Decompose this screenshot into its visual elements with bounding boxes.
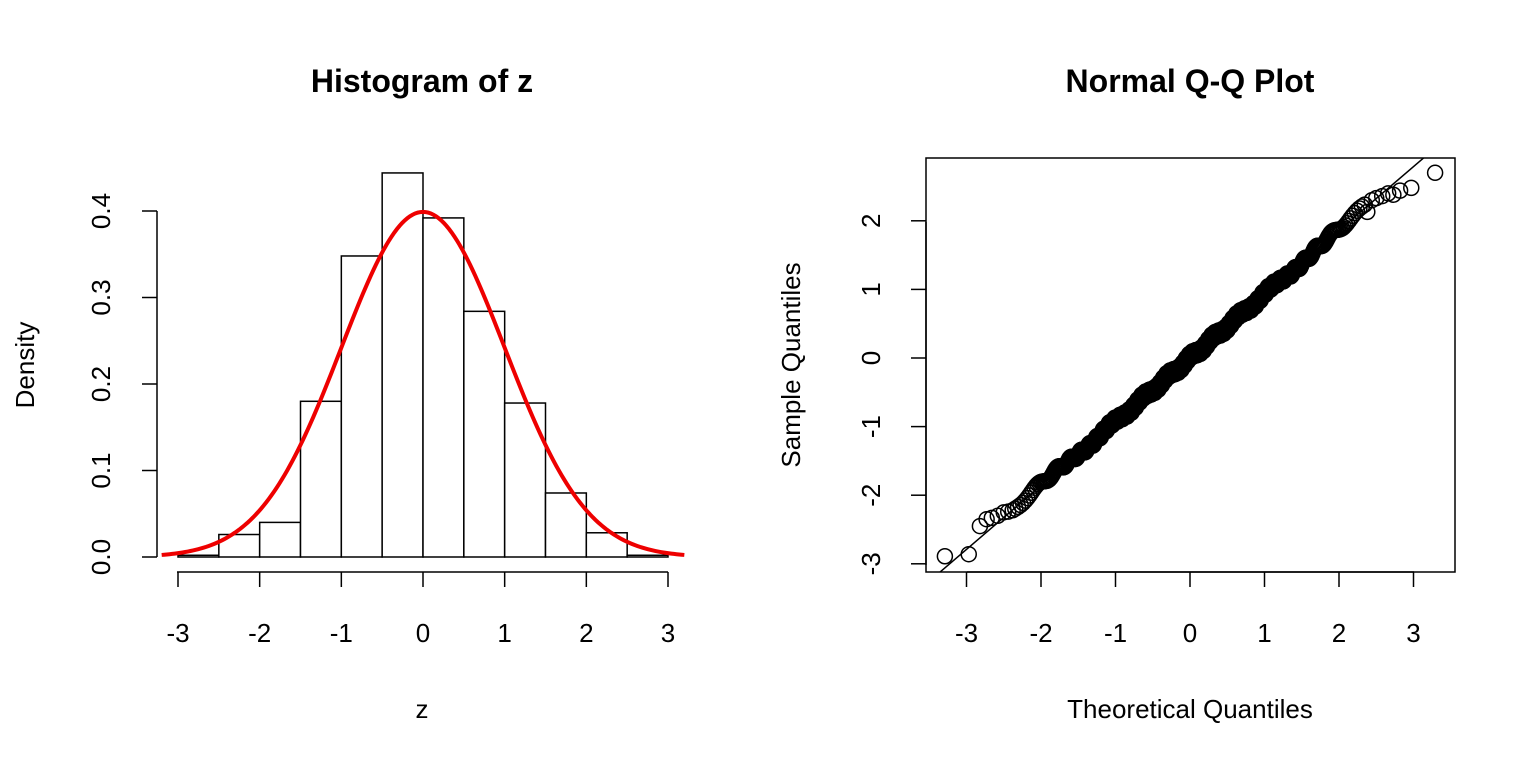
- histogram-bar-2: [258, 521, 302, 558]
- histogram-bars: [177, 172, 669, 558]
- histogram-x-tick-label-0: -3: [166, 618, 189, 648]
- histogram-x-axis-label: z: [416, 694, 429, 724]
- qq-x-tick-label-6: 3: [1406, 618, 1420, 648]
- qq-x-tick-label-0: -3: [955, 618, 978, 648]
- histogram-title: Histogram of z: [311, 63, 533, 99]
- histogram-bar-11: [626, 554, 669, 558]
- histogram-y-tick-label-1: 0.1: [86, 452, 116, 488]
- qq-point-982: [936, 548, 954, 565]
- qq-point-980: [1353, 198, 1371, 215]
- qq-title: Normal Q-Q Plot: [1066, 63, 1315, 99]
- histogram-bar-4: [340, 255, 383, 558]
- qq-y-tick-label-5: 2: [856, 214, 886, 228]
- histogram-x-ticks: -3 -2 -1 0 1 2 3: [166, 572, 675, 648]
- histogram-y-tick-label-4: 0.4: [86, 193, 116, 229]
- qq-x-tick-label-5: 2: [1332, 618, 1346, 648]
- histogram-panel: Histogram of z z Density -3 -2 -1 0 1 2 3 0.00…: [10, 63, 685, 724]
- qq-y-tick-label-3: 0: [856, 351, 886, 365]
- histogram-y-axis-label: Density: [10, 322, 40, 409]
- qq-y-ticks: -3 -2 -1 0 1 2: [856, 214, 926, 575]
- histogram-x-tick-label-4: 1: [497, 618, 511, 648]
- qq-y-tick-label-0: -3: [856, 552, 886, 575]
- qq-point-983: [960, 545, 977, 563]
- qq-x-tick-label-3: 0: [1183, 618, 1197, 648]
- histogram-y-tick-label-2: 0.2: [86, 366, 116, 402]
- histogram-density-curve: [161, 209, 685, 557]
- histogram-x-tick-label-1: -2: [248, 618, 271, 648]
- histogram-bar-0: [177, 554, 220, 558]
- histogram-bar-8: [503, 402, 547, 558]
- histogram-bar-7: [463, 310, 506, 558]
- histogram-y-tick-label-0: 0.0: [86, 539, 116, 575]
- histogram-bar-3: [299, 400, 343, 558]
- qq-point-999: [1426, 164, 1444, 182]
- histogram-x-tick-label-2: -1: [330, 618, 353, 648]
- histogram-y-tick-label-3: 0.3: [86, 279, 116, 315]
- qq-y-tick-label-1: -2: [856, 484, 886, 507]
- qq-x-tick-label-2: -1: [1104, 618, 1127, 648]
- qq-y-axis-label: Sample Quantiles: [776, 262, 806, 467]
- qq-x-axis-label: Theoretical Quantiles: [1067, 694, 1313, 724]
- histogram-x-tick-label-3: 0: [416, 618, 430, 648]
- qq-x-ticks: -3 -2 -1 0 1 2 3: [955, 572, 1421, 648]
- histogram-x-tick-label-5: 2: [579, 618, 593, 648]
- qq-y-tick-label-2: -1: [856, 415, 886, 438]
- qq-x-tick-label-4: 1: [1257, 618, 1271, 648]
- qq-x-tick-label-1: -2: [1029, 618, 1052, 648]
- histogram-y-ticks: 0.0 0.1 0.2 0.3 0.4: [86, 193, 157, 575]
- qq-y-tick-label-4: 1: [856, 282, 886, 296]
- qq-point-990: [1004, 502, 1021, 519]
- histogram-bar-6: [422, 217, 465, 558]
- histogram-bar-10: [585, 532, 628, 558]
- histogram-x-tick-label-6: 3: [661, 618, 675, 648]
- qq-point-979: [1351, 200, 1368, 217]
- qq-plot-panel: Normal Q-Q Plot Theoretical Quantiles Sa…: [776, 63, 1456, 724]
- histogram-bar-5: [381, 172, 424, 558]
- qq-point-991: [1359, 203, 1376, 221]
- qq-point-997: [1391, 182, 1409, 199]
- qq-points: [936, 164, 1444, 565]
- qq-point-998: [1403, 179, 1420, 197]
- normal-density-curve: [161, 209, 685, 557]
